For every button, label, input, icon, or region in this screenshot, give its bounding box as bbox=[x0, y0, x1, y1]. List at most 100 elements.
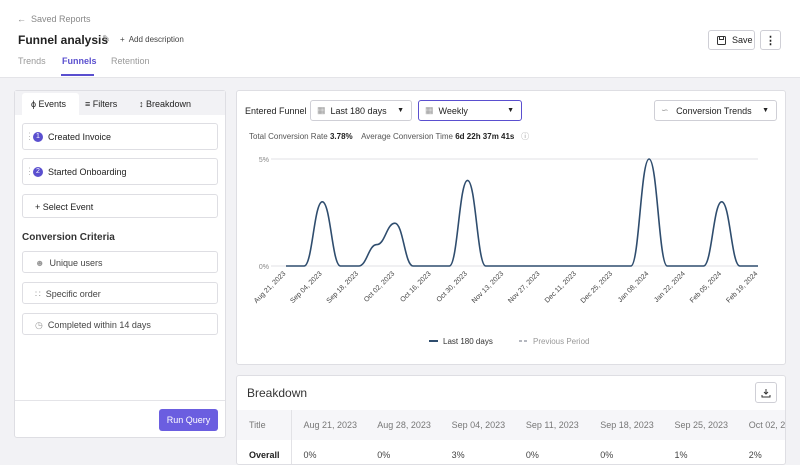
x-tick-label: Dec 25, 2023 bbox=[580, 270, 614, 304]
criterion-text: ∷ Specific order bbox=[35, 289, 101, 299]
cell: 3% bbox=[451, 450, 465, 460]
column-header: Aug 28, 2023 bbox=[377, 420, 431, 430]
criterion[interactable]: ◷ Completed within 14 days bbox=[22, 313, 218, 335]
chart-panel: Entered Funnel ▦ Last 180 days ▼ ▦ Weekly… bbox=[236, 90, 786, 365]
divider bbox=[15, 400, 225, 401]
cell: 0% bbox=[525, 450, 539, 460]
x-tick-label: Dec 11, 2023 bbox=[544, 270, 578, 304]
column-header: Sep 11, 2023 bbox=[525, 420, 579, 430]
tab-active[interactable]: Funnels bbox=[62, 56, 97, 66]
criterion-text: ◷ Completed within 14 days bbox=[35, 320, 151, 330]
step-number: 1 bbox=[33, 132, 43, 142]
x-tick-label: Aug 21, 2023 bbox=[253, 270, 287, 304]
sidebar-tab[interactable]: ≡ Filters bbox=[85, 99, 118, 109]
x-tick-label: Jan 22, 2024 bbox=[653, 270, 687, 304]
view-text: Conversion Trends bbox=[676, 105, 752, 116]
entered-funnel-label: Entered Funnel bbox=[245, 106, 307, 116]
tab[interactable]: Trends bbox=[18, 56, 46, 66]
step[interactable]: ⋮⋮ 2 Started Onboarding bbox=[22, 158, 218, 185]
add-description[interactable]: + Add description bbox=[120, 35, 184, 44]
criterion-text: ☻ Unique users bbox=[35, 258, 103, 268]
sidebar-tab[interactable]: ↕ Breakdown bbox=[139, 99, 192, 109]
criterion[interactable]: ☻ Unique users bbox=[22, 251, 218, 273]
sidebar: ϕ Events ≡ Filters ↕ Breakdown ⋮⋮ 1 Crea… bbox=[14, 90, 226, 438]
x-tick-label: Oct 30, 2023 bbox=[436, 270, 469, 303]
save-button[interactable]: Save bbox=[708, 30, 755, 50]
breakdown-title: Breakdown bbox=[247, 386, 308, 400]
x-tick-label: Oct 16, 2023 bbox=[399, 270, 432, 303]
column-header: Sep 25, 2023 bbox=[674, 420, 729, 430]
view-dropdown[interactable]: ∽ Conversion Trends ▼ bbox=[654, 100, 777, 121]
save-text: Save bbox=[732, 35, 753, 45]
column-header: Title bbox=[237, 410, 292, 440]
stats: Total Conversion Rate 3.78% Average Conv… bbox=[249, 132, 530, 141]
step-label: Created Invoice bbox=[48, 132, 112, 142]
x-tick-label: Oct 02, 2023 bbox=[363, 270, 396, 303]
step-number: 2 bbox=[33, 167, 43, 177]
legend-label: Last 180 days bbox=[443, 337, 493, 346]
data-row: Overall 0% 0% 3% 0% 0% 1% 2% bbox=[237, 440, 785, 464]
breakdown-table: Title Aug 21, 2023 Aug 28, 2023 Sep 04, 202… bbox=[237, 410, 786, 464]
interval-text: Weekly bbox=[438, 105, 468, 116]
download-icon bbox=[761, 388, 771, 397]
range-dropdown[interactable]: ▦ Last 180 days ▼ bbox=[310, 100, 412, 121]
column-header: Oct 02, 2023 bbox=[748, 420, 786, 430]
back-link[interactable]: ← Saved Reports bbox=[17, 14, 91, 24]
cell: Overall bbox=[237, 440, 292, 464]
save-icon bbox=[717, 35, 726, 45]
x-tick-label: Jan 08, 2024 bbox=[617, 270, 651, 304]
download-button[interactable] bbox=[755, 382, 777, 403]
cell: 0% bbox=[377, 450, 391, 460]
header-row: Title Aug 21, 2023 Aug 28, 2023 Sep 04, 202… bbox=[237, 410, 786, 440]
header: ← Saved Reports Funnel analysis ✎ + Add … bbox=[0, 0, 800, 78]
tab-text: Filters bbox=[92, 99, 118, 109]
x-tick-label: Sep 18, 2023 bbox=[326, 270, 360, 304]
time-label: Average Conversion Time bbox=[361, 132, 453, 141]
time-value: 6d 22h 37m 41s bbox=[455, 132, 515, 141]
menu-button[interactable]: ⋮ bbox=[760, 30, 781, 50]
column-header: Sep 04, 2023 bbox=[451, 420, 506, 430]
step-label: Started Onboarding bbox=[48, 167, 127, 177]
back-text: Saved Reports bbox=[31, 14, 91, 24]
tab[interactable]: Retention bbox=[111, 56, 150, 66]
select-event-label: Select Event bbox=[42, 202, 94, 212]
tab-text: Events bbox=[38, 99, 67, 109]
tab-text: Breakdown bbox=[146, 99, 192, 109]
legend-label: Previous Period bbox=[533, 337, 589, 346]
select-event-text: + Select Event bbox=[35, 202, 94, 212]
x-tick-label: Feb 05, 2024 bbox=[689, 270, 723, 304]
criterion-label: Specific order bbox=[45, 289, 101, 299]
step[interactable]: ⋮⋮ 1 Created Invoice bbox=[22, 123, 218, 150]
series-line bbox=[286, 158, 758, 267]
y-tick-label: 0% bbox=[259, 264, 269, 271]
report-title: Funnel analysis bbox=[18, 33, 109, 47]
cell: 2% bbox=[748, 450, 762, 460]
y-tick-label: 5% bbox=[259, 157, 269, 164]
run-query-button[interactable]: Run Query bbox=[159, 409, 218, 431]
chart: 0% 5% Aug 21, 2023 Sep 04, 2023 Sep 18, 2023… bbox=[253, 157, 759, 346]
criterion-label: Unique users bbox=[49, 258, 103, 268]
add-description-text: Add description bbox=[128, 35, 184, 44]
rate-label: Total Conversion Rate bbox=[249, 132, 328, 141]
rate-value: 3.78% bbox=[329, 132, 353, 141]
cell: 1% bbox=[674, 450, 688, 460]
select-event[interactable]: + Select Event bbox=[22, 194, 218, 218]
criterion-label: Completed within 14 days bbox=[47, 320, 151, 330]
x-tick-label: Nov 27, 2023 bbox=[507, 270, 541, 304]
column-header: Sep 18, 2023 bbox=[600, 420, 654, 430]
tab-bg bbox=[22, 93, 79, 115]
x-tick-label: Sep 04, 2023 bbox=[289, 270, 323, 304]
range-text: Last 180 days bbox=[330, 105, 387, 116]
tab-underline bbox=[61, 74, 94, 76]
x-tick-label: Nov 13, 2023 bbox=[471, 270, 505, 304]
edit-icon[interactable]: ✎ bbox=[102, 34, 111, 45]
cell: 0% bbox=[600, 450, 614, 460]
criteria-title: Conversion Criteria bbox=[22, 232, 115, 243]
column-header: Aug 21, 2023 bbox=[303, 420, 358, 430]
sidebar-tab[interactable]: ϕ Events bbox=[31, 99, 67, 109]
criterion[interactable]: ∷ Specific order bbox=[22, 282, 218, 304]
cell: 0% bbox=[303, 450, 317, 460]
interval-dropdown[interactable]: ▦ Weekly ▼ bbox=[418, 100, 522, 121]
breakdown-panel: Breakdown Title Aug 21, 2023 Aug 28, 2023 S… bbox=[236, 375, 786, 465]
